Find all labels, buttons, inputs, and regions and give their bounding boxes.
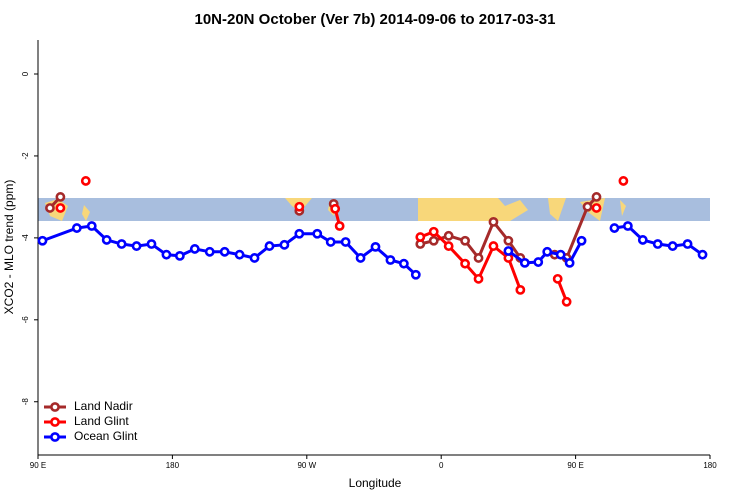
data-point bbox=[116, 239, 127, 249]
data-point bbox=[622, 221, 633, 231]
data-point bbox=[582, 201, 593, 212]
x-tick-label: 90 E bbox=[567, 461, 583, 470]
y-tick-label: 0 bbox=[21, 71, 30, 76]
data-point bbox=[189, 244, 200, 254]
data-point bbox=[279, 239, 290, 250]
data-point bbox=[334, 221, 345, 231]
data-point bbox=[330, 203, 341, 214]
data-point bbox=[519, 257, 530, 268]
data-point bbox=[55, 203, 66, 213]
legend-marker bbox=[50, 417, 60, 427]
data-point bbox=[294, 228, 305, 239]
data-point bbox=[325, 237, 336, 247]
data-point bbox=[443, 241, 454, 251]
data-point bbox=[533, 257, 544, 267]
x-tick-label: 0 bbox=[439, 461, 444, 470]
data-point bbox=[576, 235, 587, 246]
y-tick-label: -2 bbox=[21, 152, 30, 160]
data-point bbox=[488, 216, 499, 227]
data-point bbox=[473, 273, 484, 284]
y-tick-label: -4 bbox=[21, 234, 30, 242]
data-point bbox=[503, 235, 514, 246]
data-point bbox=[234, 249, 245, 260]
x-tick-label: 180 bbox=[703, 461, 717, 470]
data-point bbox=[55, 192, 66, 202]
data-point bbox=[385, 255, 396, 265]
data-point bbox=[682, 239, 693, 249]
x-tick-label: 180 bbox=[166, 461, 180, 470]
y-tick-label: -8 bbox=[21, 398, 30, 406]
data-point bbox=[637, 235, 648, 245]
data-point bbox=[428, 235, 439, 246]
data-point bbox=[460, 235, 470, 246]
x-tick-label: 90 W bbox=[297, 461, 316, 470]
legend-marker bbox=[50, 402, 60, 412]
data-point bbox=[591, 203, 602, 213]
data-point bbox=[294, 201, 305, 212]
data-point bbox=[428, 226, 439, 237]
data-point bbox=[80, 176, 91, 186]
data-point bbox=[219, 246, 230, 257]
data-point bbox=[697, 249, 708, 260]
data-point bbox=[86, 221, 97, 231]
legend-label: Land Nadir bbox=[74, 399, 133, 413]
data-point bbox=[591, 192, 602, 202]
x-tick-label: 90 E bbox=[30, 461, 46, 470]
data-point bbox=[564, 257, 575, 268]
data-point bbox=[174, 250, 185, 261]
data-point bbox=[473, 253, 484, 263]
data-point bbox=[410, 269, 421, 280]
data-point bbox=[488, 241, 499, 251]
data-point bbox=[161, 249, 172, 260]
data-point bbox=[503, 246, 514, 256]
data-point bbox=[398, 258, 409, 269]
y-tick-label: -6 bbox=[21, 316, 30, 324]
data-point bbox=[652, 239, 663, 249]
data-point bbox=[204, 246, 215, 257]
data-point bbox=[146, 239, 157, 249]
data-point bbox=[667, 241, 678, 251]
data-point bbox=[515, 285, 526, 295]
legend-label: Land Glint bbox=[74, 414, 129, 428]
y-axis-label: XCO2 - MLO trend (ppm) bbox=[2, 180, 16, 315]
data-point bbox=[542, 246, 553, 257]
data-point bbox=[618, 176, 629, 186]
data-point bbox=[264, 241, 275, 251]
data-point bbox=[355, 253, 366, 263]
legend-label: Ocean Glint bbox=[74, 429, 138, 443]
data-point bbox=[415, 232, 426, 242]
map-strip bbox=[38, 198, 710, 221]
data-point bbox=[131, 241, 142, 251]
data-point bbox=[443, 230, 454, 241]
legend-marker bbox=[50, 432, 60, 442]
data-point bbox=[340, 237, 351, 247]
data-point bbox=[552, 273, 563, 284]
data-point bbox=[561, 296, 572, 307]
chart-title: 10N-20N October (Ver 7b) 2014-09-06 to 2… bbox=[194, 11, 555, 28]
data-point bbox=[460, 258, 470, 269]
data-point bbox=[555, 249, 566, 260]
data-point bbox=[370, 241, 381, 252]
data-point bbox=[71, 223, 82, 233]
data-point bbox=[45, 203, 55, 213]
x-axis-label: Longitude bbox=[349, 476, 402, 490]
data-point bbox=[101, 235, 112, 245]
data-point bbox=[37, 235, 48, 246]
data-point bbox=[249, 253, 260, 263]
data-point bbox=[609, 223, 620, 233]
data-point bbox=[312, 228, 323, 239]
